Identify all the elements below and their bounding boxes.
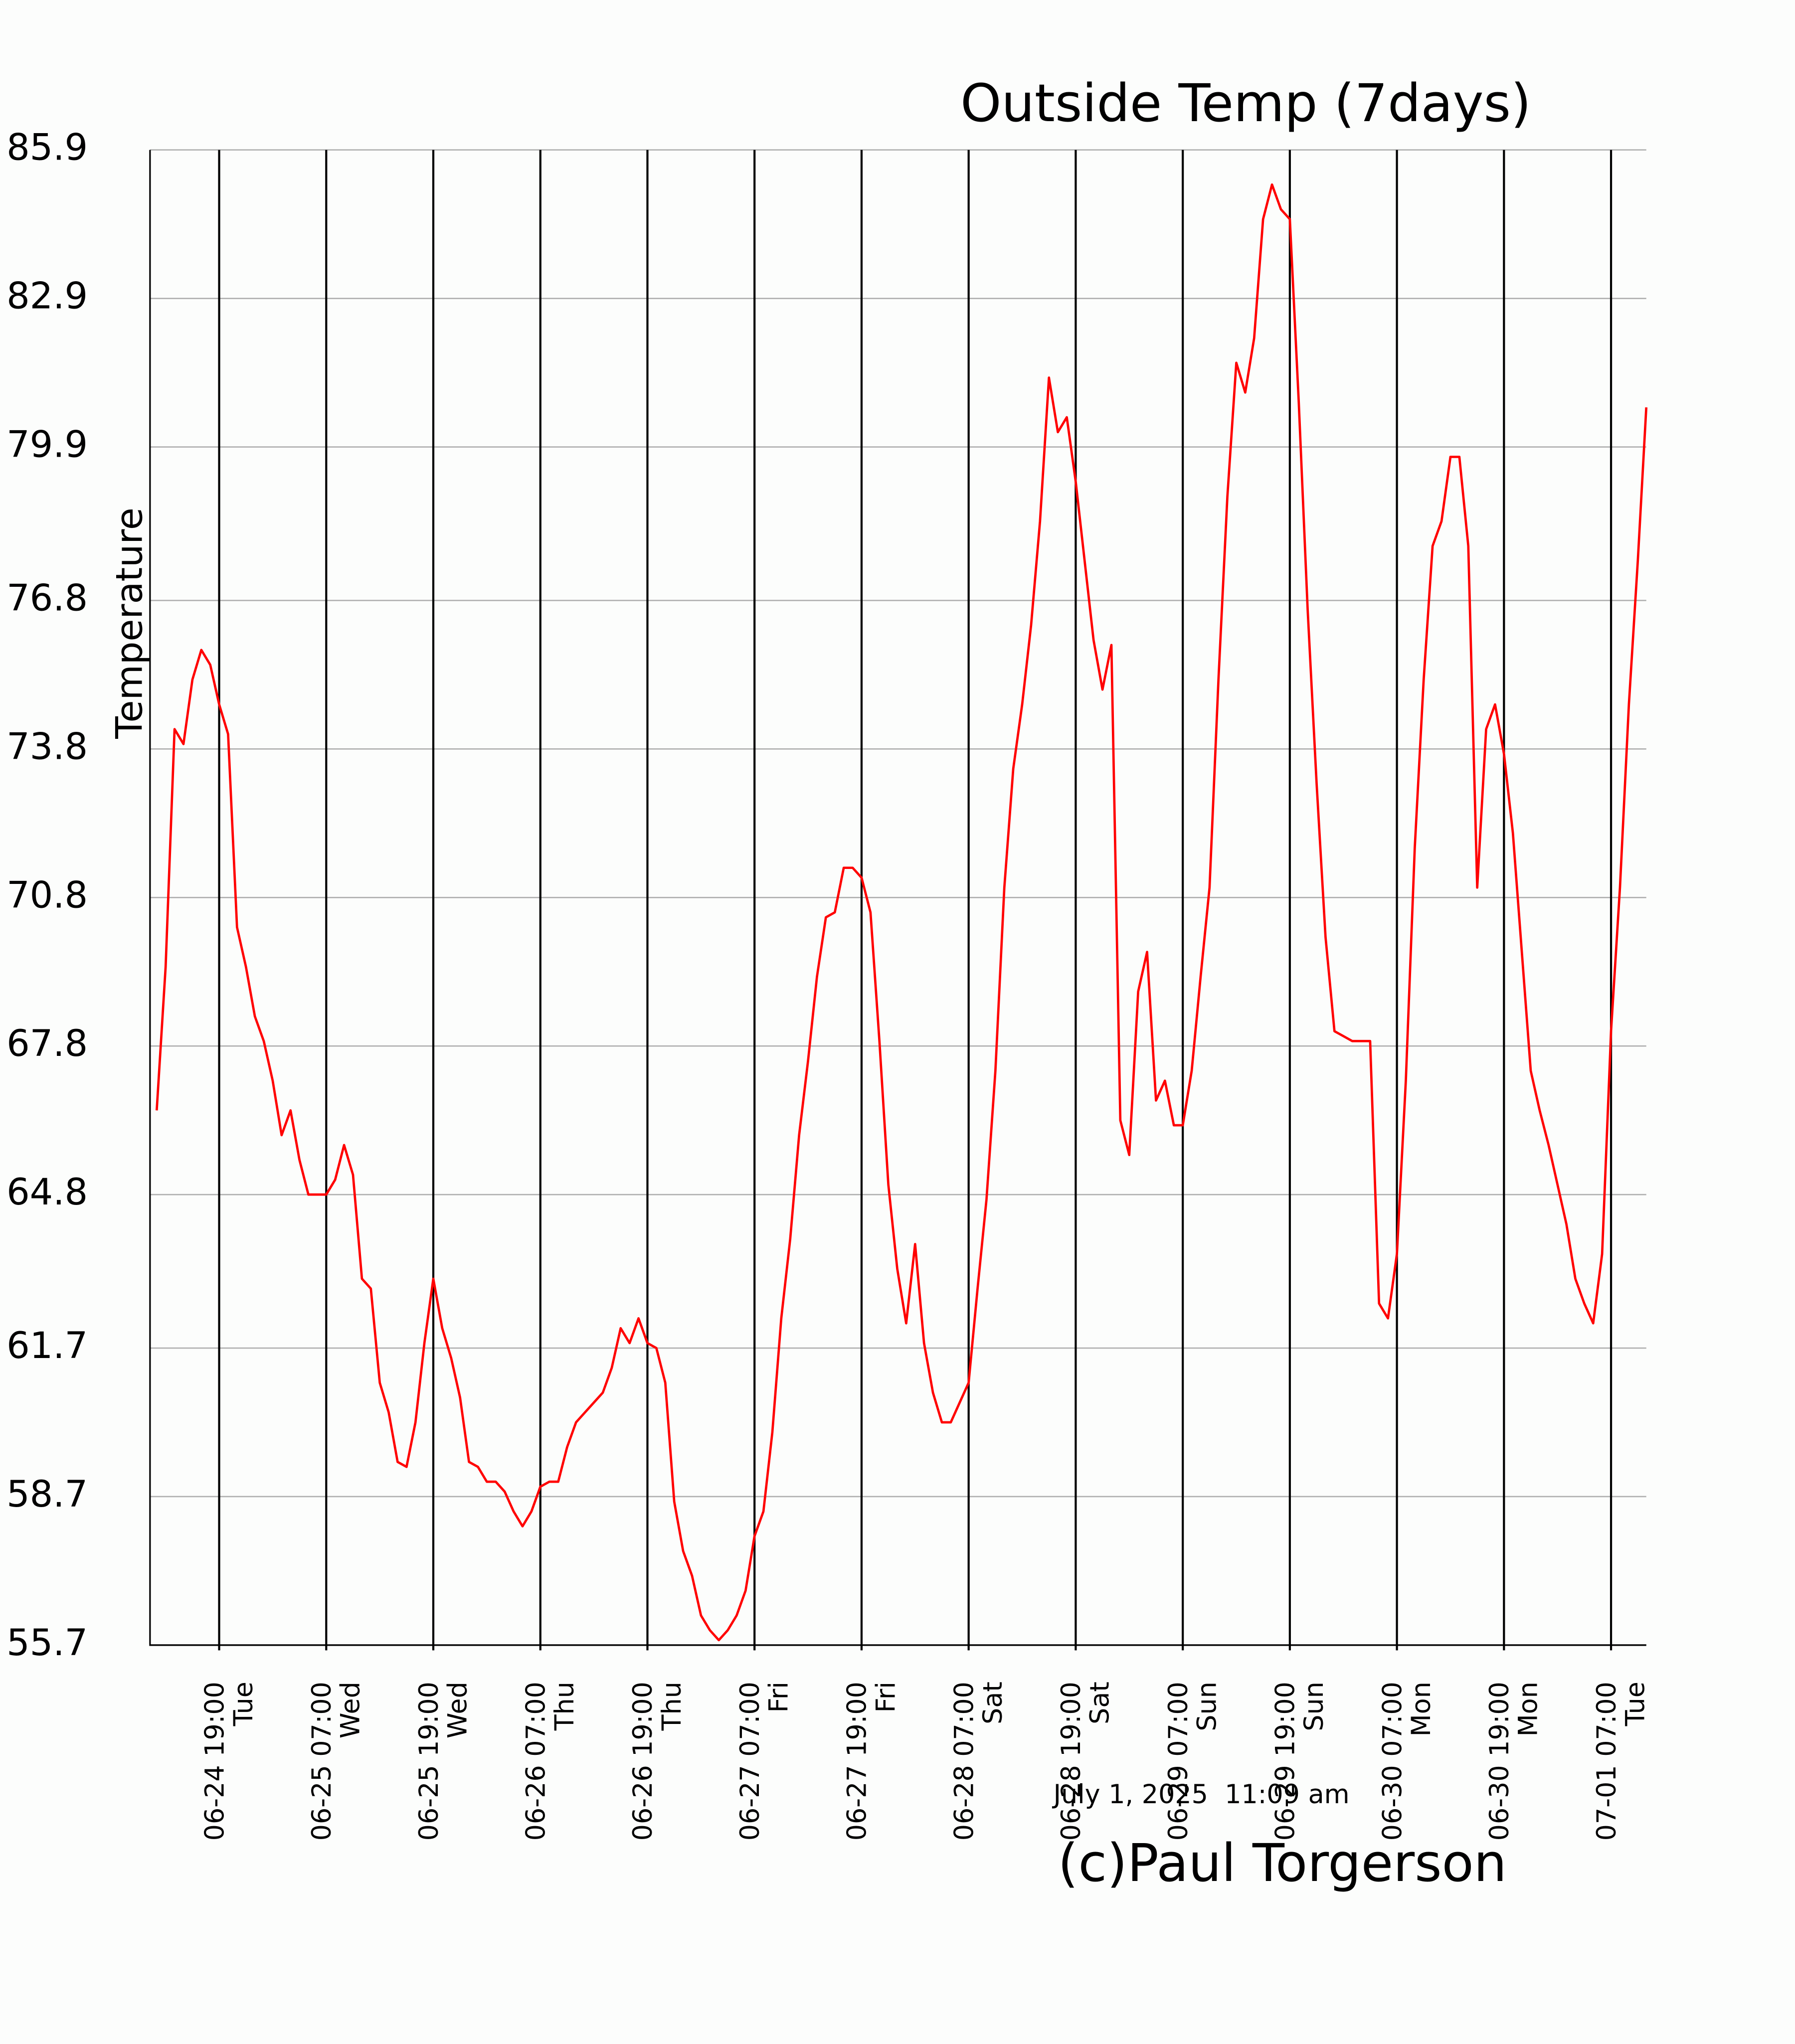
x-tick-weekday: Sun: [1299, 1682, 1329, 1731]
x-tick-weekday: Thu: [549, 1682, 580, 1731]
x-tick-weekday: Tue: [228, 1682, 259, 1726]
y-tick-label: 76.8: [6, 577, 88, 619]
x-tick-label: 06-27 07:00: [735, 1682, 765, 1841]
x-tick-weekday: Thu: [657, 1682, 687, 1731]
timestamp: July 1, 2025 11:09 am: [1052, 1779, 1350, 1810]
x-tick-label: 06-25 19:00: [414, 1682, 444, 1841]
x-tick-weekday: Wed: [442, 1682, 473, 1738]
data-line: [155, 183, 1648, 1642]
x-tick-label: 06-25 07:00: [307, 1682, 337, 1841]
y-tick-label: 82.9: [6, 275, 88, 318]
x-tick-label: 06-30 19:00: [1484, 1682, 1515, 1841]
x-tick-label: 07-01 07:00: [1592, 1682, 1622, 1841]
x-tick-weekday: Mon: [1406, 1682, 1436, 1736]
x-tick-label: 06-28 19:00: [1056, 1682, 1086, 1841]
x-tick-label: 06-28 07:00: [949, 1682, 979, 1841]
x-tick-label: 06-26 19:00: [628, 1682, 658, 1841]
x-tick-label: 06-24 19:00: [199, 1682, 230, 1841]
x-tick-label: 06-27 19:00: [842, 1682, 873, 1841]
y-tick-label: 58.7: [6, 1473, 88, 1516]
y-tick-label: 70.8: [6, 874, 88, 916]
chart-title: Outside Temp (7days): [960, 73, 1531, 134]
credit: (c)Paul Torgerson: [1058, 1833, 1507, 1893]
axis-frame: [149, 150, 1646, 1646]
x-tick-weekday: Wed: [336, 1682, 366, 1738]
x-tick-weekday: Fri: [871, 1682, 901, 1712]
y-tick-label: 55.7: [6, 1622, 88, 1664]
x-tick-weekday: Sun: [1192, 1682, 1222, 1731]
x-tick-weekday: Sat: [978, 1682, 1008, 1724]
x-tick-weekday: Fri: [764, 1682, 794, 1712]
x-tick-weekday: Tue: [1620, 1682, 1650, 1726]
x-tick-weekday: Sat: [1085, 1682, 1115, 1724]
y-tick-label: 67.8: [6, 1022, 88, 1065]
x-tick-label: 06-30 07:00: [1377, 1682, 1408, 1841]
y-tick-label: 73.8: [6, 725, 88, 768]
y-axis-label: Temperature: [108, 508, 151, 739]
y-tick-label: 64.8: [6, 1171, 88, 1213]
x-tick-label: 06-29 07:00: [1163, 1682, 1194, 1841]
x-tick-weekday: Mon: [1513, 1682, 1544, 1736]
x-tick-label: 06-29 19:00: [1270, 1682, 1301, 1841]
y-tick-label: 61.7: [6, 1325, 88, 1367]
y-tick-label: 79.9: [6, 424, 88, 466]
y-tick-label: 85.9: [6, 127, 88, 169]
x-tick-label: 06-26 07:00: [521, 1682, 551, 1841]
